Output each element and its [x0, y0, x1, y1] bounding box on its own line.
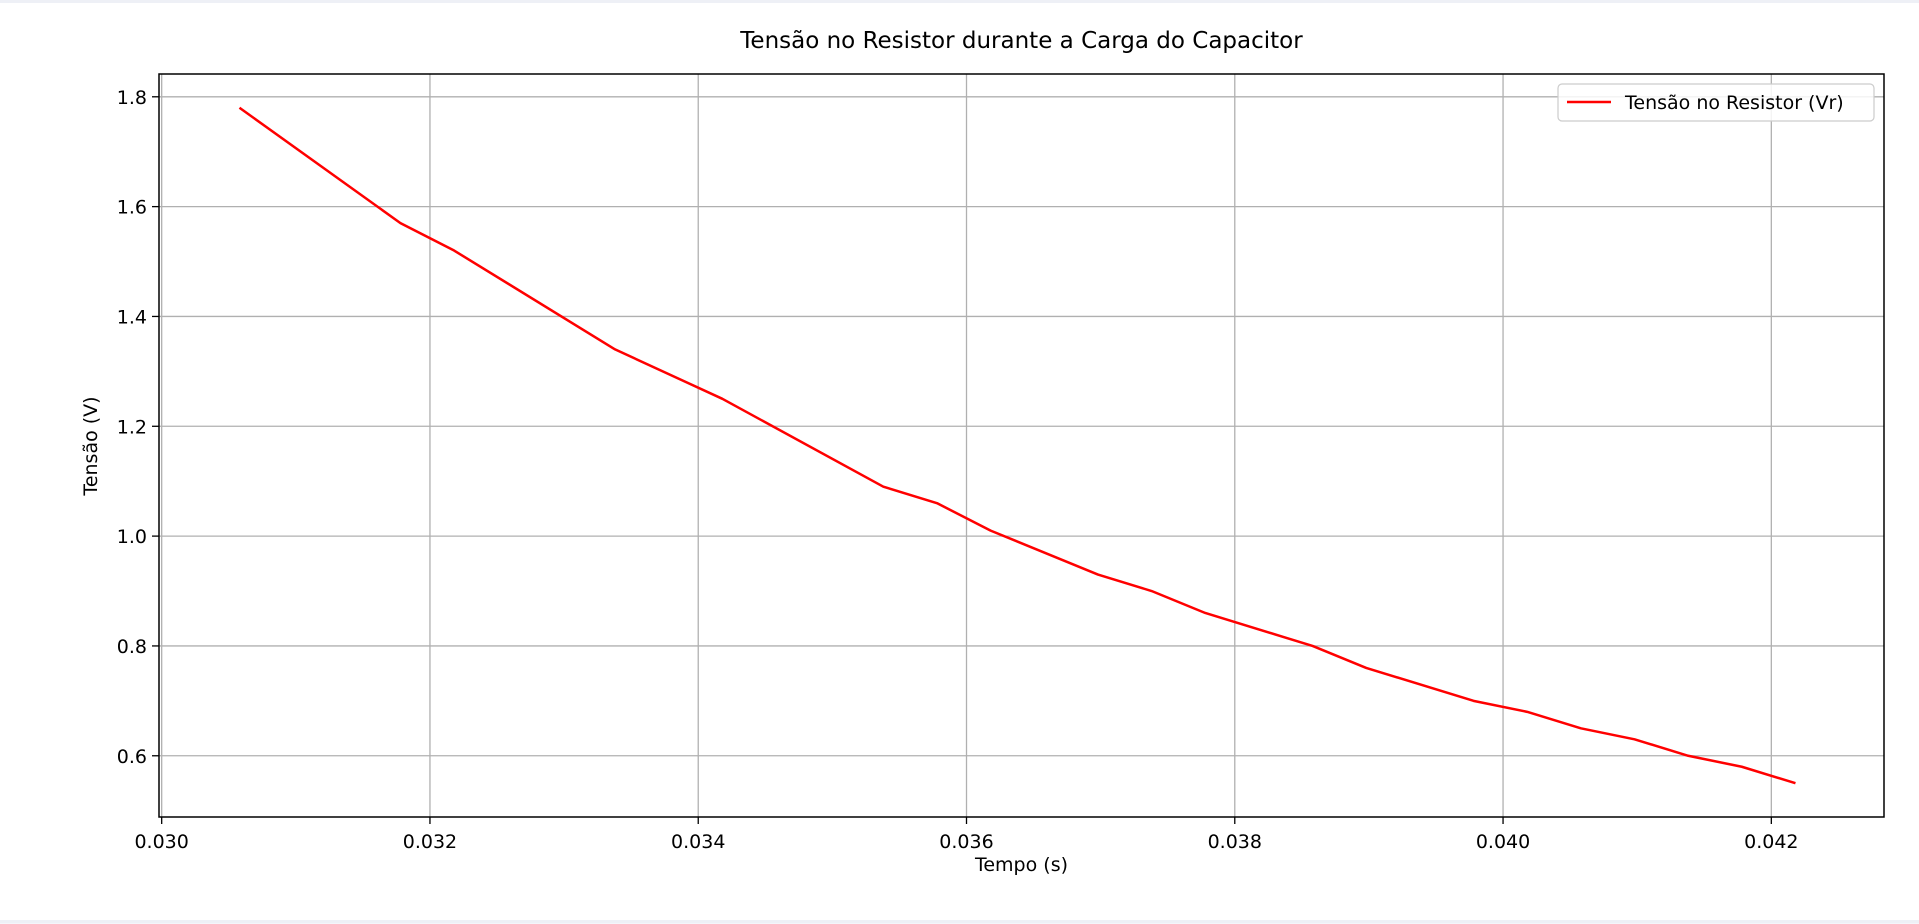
grid-layer: [159, 74, 1884, 817]
x-tick-label: 0.036: [939, 831, 993, 853]
x-tick-label: 0.030: [134, 831, 188, 853]
series-layer: [238, 106, 1796, 785]
legend-label: Tensão no Resistor (Vr): [1624, 92, 1844, 114]
legend-box: [1557, 83, 1875, 122]
y-axis-label: Tensão (V): [80, 396, 102, 496]
y-tick-label: 1.4: [117, 306, 147, 328]
y-tick-label: 1.0: [117, 526, 147, 548]
chart-svg: 0.030 0.032 0.034 0.036 0.038 0.040 0.042 0.60…: [0, 3, 1919, 920]
x-tick-label: 0.034: [671, 831, 725, 853]
y-tick-label: 0.6: [117, 746, 147, 768]
x-tick-label: 0.032: [403, 831, 457, 853]
y-axis-ticks: 0.6 0.8 1.0 1.2 1.4 1.6 1.8: [117, 87, 159, 768]
chart-title: Tensão no Resistor durante a Carga do Ca…: [739, 28, 1303, 54]
x-tick-label: 0.038: [1208, 831, 1262, 853]
top-border-strip: [0, 0, 1919, 3]
x-tick-label: 0.040: [1476, 831, 1530, 853]
y-tick-label: 1.8: [117, 87, 147, 109]
bottom-border-strip: [0, 920, 1919, 923]
x-tick-label: 0.042: [1744, 831, 1798, 853]
x-axis-ticks: 0.030 0.032 0.034 0.036 0.038 0.040 0.042: [134, 817, 1799, 853]
legend: Tensão no Resistor (Vr): [1557, 83, 1875, 122]
y-tick-label: 1.2: [117, 416, 147, 438]
figure-background: [0, 3, 1919, 920]
series-line: [238, 106, 1796, 785]
y-tick-label: 0.8: [117, 636, 147, 658]
chart-figure: 0.030 0.032 0.034 0.036 0.038 0.040 0.042 0.6 0…: [0, 3, 1919, 920]
plot-frame: [158, 73, 1885, 818]
x-axis-label: Tempo (s): [974, 854, 1068, 876]
y-tick-label: 1.6: [117, 197, 147, 219]
